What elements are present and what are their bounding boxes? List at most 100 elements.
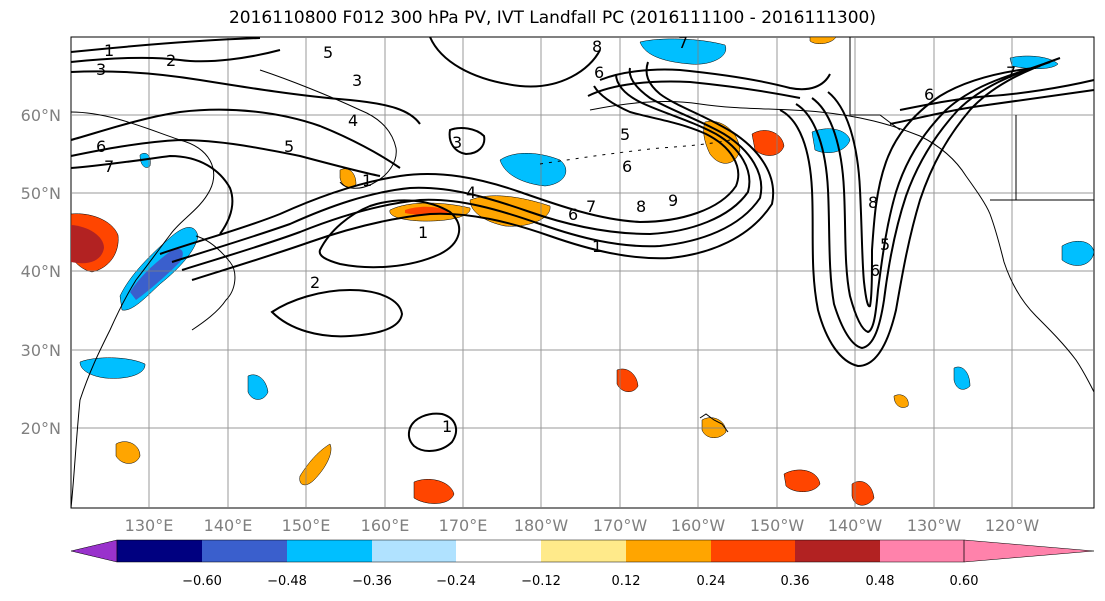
shading-negative-arctic — [639, 38, 727, 65]
contour-label: 8 — [636, 197, 646, 216]
longitude-label: 140°E — [204, 516, 253, 535]
latitude-axis: 60°N 50°N 40°N 30°N 20°N — [21, 106, 61, 438]
colorbar-bin — [711, 540, 795, 562]
latitude-label: 30°N — [21, 341, 61, 360]
coastline-japan — [191, 235, 236, 331]
contour-label: 6 — [622, 157, 632, 176]
colorbar-extend-low — [70, 539, 118, 563]
contour-label: 1 — [418, 223, 428, 242]
hawaii — [699, 413, 729, 433]
colorbar-tick-label: 0.24 — [697, 574, 726, 589]
pv-contour — [827, 67, 1035, 308]
map-title: 2016110800 F012 300 hPa PV, IVT Landfall… — [228, 8, 876, 28]
latitude-label: 20°N — [21, 419, 61, 438]
pv-contour — [889, 89, 1095, 125]
pv-contour — [587, 80, 801, 99]
shading-negative-south-2 — [247, 374, 269, 400]
contour-label: 7 — [104, 157, 114, 176]
contour-label: 8 — [868, 193, 878, 212]
colorbar-bin — [202, 540, 287, 562]
longitude-label: 160°E — [361, 516, 410, 535]
contour-label: 6 — [870, 261, 880, 280]
longitude-label: 130°E — [125, 516, 174, 535]
colorbar-tick-label: 0.12 — [612, 574, 641, 589]
contour-label: 6 — [924, 85, 934, 104]
pv-contour — [70, 154, 234, 235]
shading-strong-positive-west — [71, 225, 104, 264]
map-panel: 1 2 3 5 6 7 3 4 5 3 8 7 6 1 2 4 5 6 7 1 … — [70, 33, 1095, 509]
shading-positive-south-8 — [893, 394, 909, 408]
colorbar-tick-label: −0.36 — [352, 574, 392, 589]
shading-positive-south-7 — [299, 443, 332, 486]
pv-contour — [171, 73, 751, 263]
contour-label: 5 — [284, 137, 294, 156]
shading-negative-bering — [499, 153, 567, 187]
contour-label: 3 — [452, 133, 462, 152]
colorbar-tick-label: 0.36 — [781, 574, 810, 589]
contour-label: 5 — [323, 43, 333, 62]
longitude-axis: 130°E 140°E 150°E 160°E 170°E 180°W 170°… — [125, 516, 1040, 535]
pv-contour — [70, 138, 381, 177]
coastline-kamchatka — [259, 69, 397, 189]
longitude-label: 150°E — [282, 516, 331, 535]
shading-negative-south-1 — [79, 357, 146, 379]
contour-label: 6 — [96, 137, 106, 156]
contour-label: 6 — [568, 205, 578, 224]
pv-contour — [811, 65, 1041, 334]
shading-positive-south-5 — [851, 481, 875, 506]
contour-label: 7 — [586, 197, 596, 216]
colorbar-bin — [795, 540, 880, 562]
pv-contour — [779, 57, 1061, 368]
longitude-label: 160°W — [671, 516, 726, 535]
shading-positive-north-2 — [809, 36, 837, 45]
pv-contour — [407, 412, 458, 452]
colorbar-bin — [626, 540, 711, 562]
contour-label: 3 — [96, 60, 106, 79]
contour-label: 8 — [592, 37, 602, 56]
colorbar-tick-label: 0.48 — [866, 574, 895, 589]
colorbar-tick-label: −0.60 — [182, 574, 222, 589]
colorbar-bin — [287, 540, 372, 562]
longitude-label: 170°E — [439, 516, 488, 535]
shading-positive-south-1 — [616, 368, 639, 392]
contour-label: 1 — [592, 237, 602, 256]
latitude-label: 50°N — [21, 184, 61, 203]
longitude-label: 180°W — [514, 516, 569, 535]
longitude-label: 140°W — [828, 516, 883, 535]
shading-positive-gulf-alaska-2 — [751, 130, 785, 156]
shading-negative-japan-core — [130, 248, 183, 300]
contour-labels: 1 2 3 5 6 7 3 4 5 3 8 7 6 1 2 4 5 6 7 1 … — [96, 33, 1016, 436]
pv-contour — [70, 49, 281, 63]
longitude-label: 130°W — [907, 516, 962, 535]
contour-label: 1 — [104, 41, 114, 60]
pv-contour — [448, 127, 486, 156]
pv-contour — [181, 67, 763, 271]
pv-contour — [70, 37, 261, 53]
pv-contours — [70, 36, 1095, 452]
colorbar-bin — [880, 540, 964, 562]
pv-contour — [429, 36, 601, 88]
colorbar-tick-label: −0.24 — [436, 574, 476, 589]
colorbar-bin — [372, 540, 456, 562]
pv-contour — [159, 85, 740, 255]
contour-label: 6 — [594, 63, 604, 82]
colorbar-bin — [117, 540, 202, 562]
contour-label: 3 — [352, 71, 362, 90]
pv-contour — [70, 108, 401, 169]
colorbar-bin — [456, 540, 541, 562]
shading-negative-north-2 — [1009, 55, 1059, 69]
colorbar-tick-label: −0.12 — [521, 574, 561, 589]
shading-layer — [70, 36, 1095, 506]
shading-negative-east-1 — [1061, 240, 1095, 266]
pv-contour — [70, 70, 421, 125]
pv-contour — [599, 68, 831, 91]
latitude-label: 60°N — [21, 106, 61, 125]
pv-contour — [318, 199, 461, 269]
latitude-label: 40°N — [21, 262, 61, 281]
longitude-label: 170°W — [593, 516, 648, 535]
contour-label: 4 — [466, 183, 476, 202]
contour-label: 1 — [362, 171, 372, 190]
contour-label: 2 — [310, 273, 320, 292]
contour-label: 4 — [348, 111, 358, 130]
